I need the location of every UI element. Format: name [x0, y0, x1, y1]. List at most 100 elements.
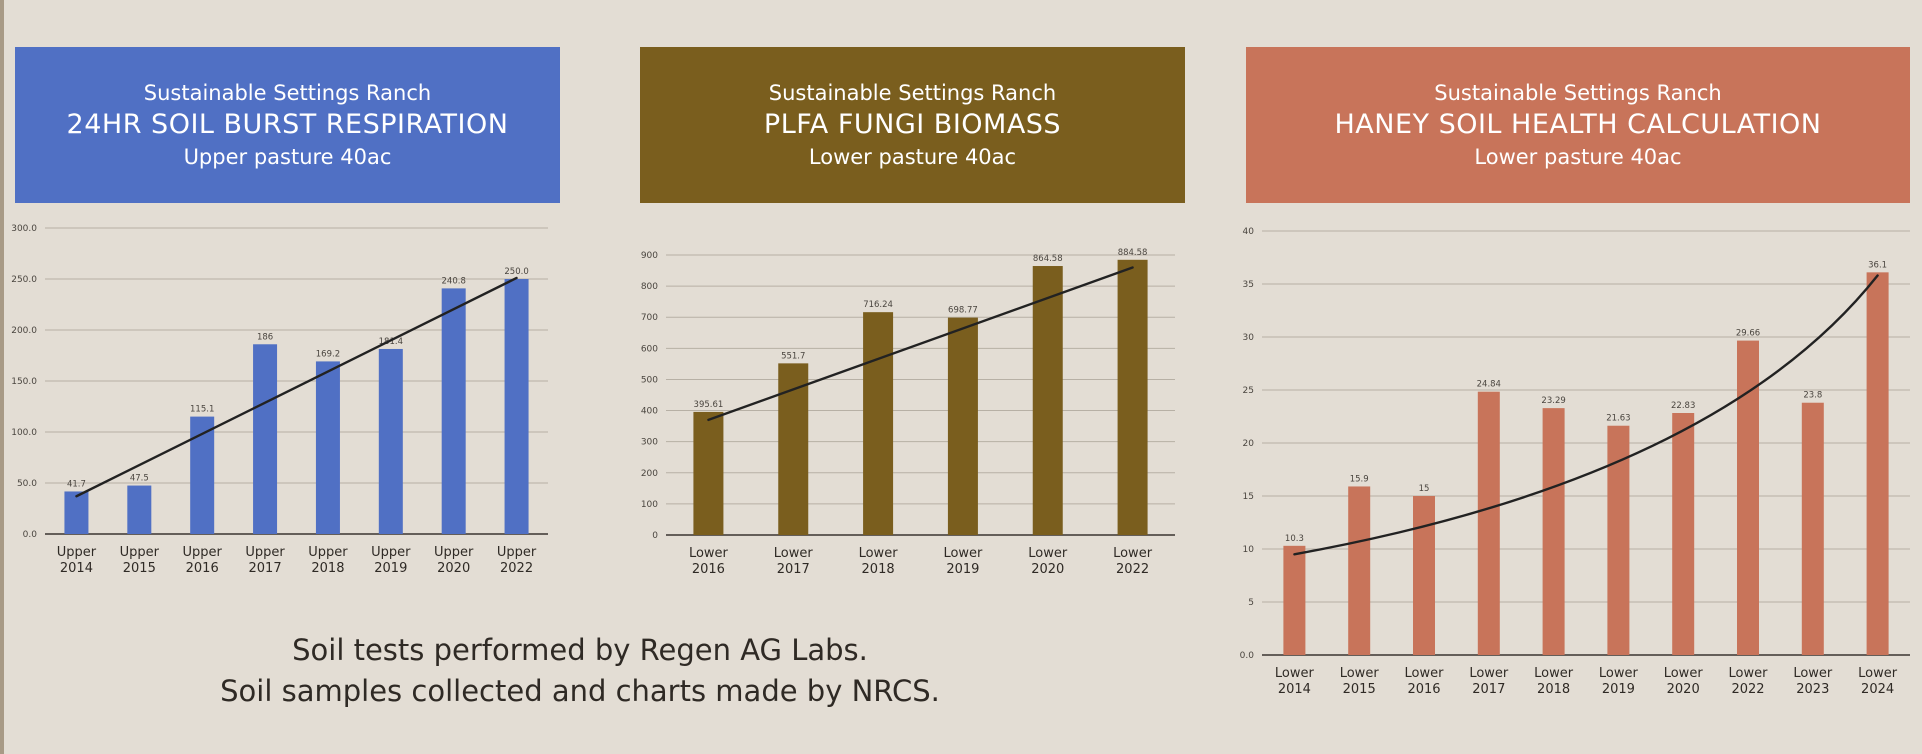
chart-1-data-label: 47.5: [130, 474, 149, 484]
chart-1-y-tick-label: 0.0: [23, 530, 38, 540]
chart-1-x-tick-label: Upper: [434, 545, 474, 560]
chart-2-bar: [947, 317, 978, 535]
chart-3-bar: [1672, 413, 1695, 655]
chart-1-x-tick-label: 2022: [500, 561, 533, 576]
chart-2-x-tick-label: 2018: [862, 562, 895, 577]
chart-3-ranch-name: Sustainable Settings Ranch: [1434, 81, 1722, 105]
chart-2-x-tick-label: 2016: [692, 562, 725, 577]
chart-2-data-label: 698.77: [948, 306, 978, 316]
chart-2-data-label: 551.7: [781, 351, 805, 361]
chart-2-x-tick-label: Lower: [943, 546, 983, 561]
chart-3-trend-line: [1293, 274, 1879, 556]
chart-1-bar: [504, 279, 529, 534]
chart-2-plot: 0100200300400500600700800900395.61Lower2…: [641, 248, 1175, 577]
chart-3-bar: [1607, 425, 1630, 655]
chart-3-bar: [1283, 545, 1306, 655]
chart-1-x-tick-label: 2016: [186, 561, 219, 576]
chart-2-x-tick-label: Lower: [774, 546, 814, 561]
chart-3-data-label: 15: [1419, 484, 1430, 494]
chart-3-x-tick-label: Lower: [1664, 666, 1704, 681]
chart-1-bar: [378, 348, 403, 534]
chart-1-x-tick-label: 2015: [123, 561, 156, 576]
chart-3-y-tick-label: 25: [1243, 386, 1254, 396]
chart-2-trend-line: [707, 266, 1134, 422]
chart-3-y-tick-label: 0.0: [1240, 651, 1255, 661]
chart-3-y-tick-label: 30: [1243, 333, 1255, 343]
chart-3-x-tick-label: Lower: [1729, 666, 1769, 681]
chart-1-x-tick-label: Upper: [57, 545, 97, 560]
chart-2-y-tick-label: 500: [641, 375, 658, 385]
chart-3-subtitle: Lower pasture 40ac: [1474, 145, 1682, 169]
footer-line-2: Soil samples collected and charts made b…: [220, 674, 940, 708]
chart-1-data-label: 186: [257, 332, 273, 342]
chart-2-title: PLFA FUNGI BIOMASS: [763, 109, 1062, 140]
chart-3-y-tick-label: 15: [1243, 492, 1254, 502]
chart-2-y-tick-label: 400: [641, 407, 658, 417]
chart-3-plot: 0.051015202530354010.3Lower201415.9Lower…: [1240, 227, 1910, 697]
chart-3-header: Sustainable Settings Ranch HANEY SOIL HE…: [1246, 47, 1910, 203]
chart-1-bar: [64, 491, 89, 534]
chart-3-y-tick-label: 10: [1243, 545, 1255, 555]
chart-2-y-tick-label: 900: [641, 251, 658, 261]
footer-line-1: Soil tests performed by Regen AG Labs.: [292, 633, 868, 667]
chart-3-x-tick-label: 2016: [1407, 682, 1440, 697]
chart-1-x-tick-label: 2014: [60, 561, 93, 576]
chart-3-data-label: 10.3: [1285, 534, 1304, 544]
footer-credits: Soil tests performed by Regen AG Labs. S…: [100, 630, 1060, 712]
chart-2-y-tick-label: 0: [652, 531, 658, 541]
chart-2-x-tick-label: 2017: [777, 562, 810, 577]
chart-3-x-tick-label: 2019: [1602, 682, 1635, 697]
chart-3-x-tick-label: Lower: [1793, 666, 1833, 681]
chart-3-x-tick-label: 2020: [1667, 682, 1700, 697]
chart-2-x-tick-label: 2020: [1031, 562, 1064, 577]
chart-2-bar: [693, 411, 724, 535]
chart-3-data-label: 29.66: [1736, 329, 1760, 339]
chart-1-x-tick-label: Upper: [308, 545, 348, 560]
chart-2-y-tick-label: 100: [641, 500, 658, 510]
chart-2-x-tick-label: 2019: [946, 562, 979, 577]
chart-1-bar: [253, 344, 278, 534]
chart-3-x-tick-label: Lower: [1469, 666, 1509, 681]
chart-2-y-tick-label: 800: [641, 282, 658, 292]
chart-1-bar: [315, 361, 340, 534]
chart-2-data-label: 716.24: [863, 300, 893, 310]
chart-3-x-tick-label: Lower: [1275, 666, 1315, 681]
chart-2-data-label: 884.58: [1118, 248, 1148, 258]
chart-2-x-tick-label: Lower: [859, 546, 899, 561]
chart-2-y-tick-label: 200: [641, 469, 658, 479]
chart-2-x-tick-label: Lower: [1028, 546, 1068, 561]
chart-2-data-label: 864.58: [1033, 254, 1063, 264]
chart-3-y-tick-label: 5: [1248, 598, 1254, 608]
chart-1-x-tick-label: 2017: [249, 561, 282, 576]
chart-1-x-tick-label: 2019: [374, 561, 407, 576]
chart-1-data-label: 250.0: [504, 267, 528, 277]
chart-3-data-label: 15.9: [1350, 474, 1369, 484]
chart-1-x-tick-label: Upper: [183, 545, 223, 560]
chart-2-y-tick-label: 600: [641, 344, 658, 354]
chart-1-title: 24HR SOIL BURST RESPIRATION: [66, 109, 509, 140]
chart-3-bar: [1866, 272, 1889, 655]
chart-2-bar: [863, 312, 894, 535]
chart-2-bar: [1117, 259, 1148, 535]
chart-3-x-tick-label: 2022: [1731, 682, 1764, 697]
chart-3-bar: [1413, 496, 1435, 655]
chart-1-x-tick-label: Upper: [371, 545, 411, 560]
chart-3-x-tick-label: Lower: [1599, 666, 1639, 681]
chart-2-ranch-name: Sustainable Settings Ranch: [768, 81, 1057, 105]
chart-3-bar: [1801, 402, 1824, 655]
chart-3-data-label: 36.1: [1868, 260, 1887, 270]
chart-3-data-label: 23.8: [1803, 391, 1822, 401]
chart-3-x-tick-label: Lower: [1405, 666, 1445, 681]
chart-2-y-tick-label: 700: [641, 313, 658, 323]
chart-3-y-tick-label: 20: [1243, 439, 1255, 449]
chart-1-y-tick-label: 150.0: [11, 377, 37, 387]
chart-2-x-tick-label: Lower: [689, 546, 729, 561]
chart-2-data-label: 395.61: [694, 400, 724, 410]
chart-3-y-tick-label: 40: [1243, 227, 1255, 237]
chart-1-subtitle: Upper pasture 40ac: [183, 145, 392, 169]
chart-1-header: Sustainable Settings Ranch 24HR SOIL BUR…: [15, 47, 560, 203]
chart-1-y-tick-label: 100.0: [11, 428, 37, 438]
chart-1-trend-line: [75, 276, 518, 498]
chart-3-data-label: 21.63: [1606, 414, 1630, 424]
chart-3-bar: [1348, 486, 1371, 655]
